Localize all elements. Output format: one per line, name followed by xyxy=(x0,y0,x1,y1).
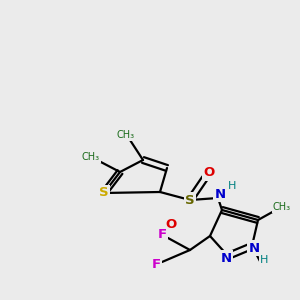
Text: H: H xyxy=(228,181,236,191)
Text: F: F xyxy=(158,229,166,242)
Text: S: S xyxy=(185,194,195,206)
Text: N: N xyxy=(214,188,226,200)
Text: S: S xyxy=(99,187,109,200)
Text: O: O xyxy=(203,167,214,179)
Text: N: N xyxy=(220,251,232,265)
Text: CH₃: CH₃ xyxy=(82,152,100,162)
Text: H: H xyxy=(260,255,268,265)
Text: O: O xyxy=(165,218,177,232)
Text: CH₃: CH₃ xyxy=(117,130,135,140)
Text: N: N xyxy=(248,242,260,254)
Text: CH₃: CH₃ xyxy=(273,202,291,212)
Text: F: F xyxy=(152,257,160,271)
